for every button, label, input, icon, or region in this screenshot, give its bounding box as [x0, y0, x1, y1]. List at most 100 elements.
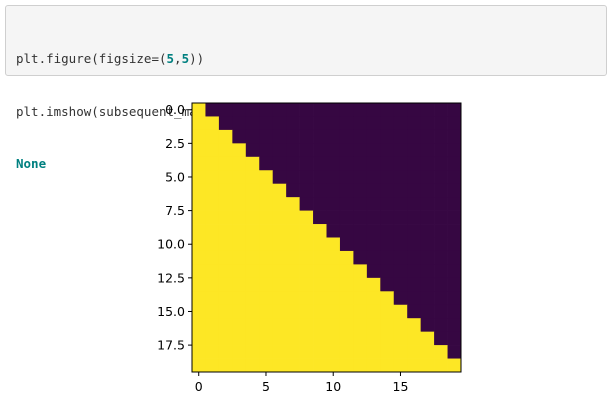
- heatmap-cell: [447, 170, 462, 185]
- heatmap-cell: [447, 264, 462, 279]
- heatmap-cell: [366, 237, 381, 252]
- heatmap-cell: [420, 224, 435, 238]
- heatmap-cell: [353, 156, 368, 171]
- heatmap-cell: [218, 156, 233, 171]
- heatmap-cell: [420, 210, 435, 225]
- heatmap-cell: [393, 264, 408, 279]
- heatmap-cell: [286, 264, 300, 279]
- heatmap-cell: [393, 250, 408, 265]
- heatmap-cell: [339, 103, 354, 117]
- heatmap-cell: [245, 129, 260, 144]
- heatmap-cell: [313, 183, 327, 198]
- heatmap-cell: [259, 156, 274, 171]
- heatmap-cell: [218, 237, 233, 252]
- heatmap-cell: [353, 143, 368, 158]
- heatmap-cell: [272, 345, 287, 359]
- heatmap-cell: [299, 264, 314, 279]
- x-tick-label: 0: [195, 379, 203, 394]
- heatmap-cell: [232, 170, 247, 185]
- y-tick-label: 15.0: [157, 304, 185, 319]
- heatmap-cell: [272, 277, 287, 292]
- heatmap-cell: [447, 116, 462, 131]
- heatmap-cell: [245, 103, 260, 117]
- heatmap-cell: [353, 237, 368, 252]
- heatmap-cell: [380, 129, 395, 144]
- heatmap-cell: [326, 277, 341, 292]
- heatmap-cell: [407, 264, 421, 279]
- heatmap-cell: [299, 318, 314, 332]
- heatmap-cell: [326, 345, 341, 359]
- heatmap-cell: [366, 345, 381, 359]
- heatmap-cell: [245, 345, 260, 359]
- heatmap-cell: [339, 264, 354, 279]
- heatmap-cell: [205, 143, 220, 158]
- heatmap-cell: [259, 129, 274, 144]
- heatmap-cell: [205, 197, 220, 211]
- heatmap-cell: [380, 318, 395, 332]
- heatmap-cell: [205, 304, 220, 319]
- heatmap-cell: [272, 210, 287, 225]
- heatmap-cell: [407, 318, 421, 332]
- heatmap-cell: [393, 170, 408, 185]
- heatmap-cell: [299, 331, 314, 346]
- heatmap-cell: [366, 170, 381, 185]
- heatmap-cell: [353, 318, 368, 332]
- heatmap-cell: [353, 170, 368, 185]
- heatmap-cell: [434, 318, 448, 332]
- heatmap-cell: [259, 358, 274, 373]
- code-text: ,: [174, 51, 182, 66]
- heatmap-cell: [192, 277, 206, 292]
- heatmap-cell: [407, 250, 421, 265]
- heatmap-cell: [205, 183, 220, 198]
- heatmap-cell: [393, 143, 408, 158]
- heatmap-cell: [447, 183, 462, 198]
- heatmap-cell: [380, 210, 395, 225]
- heatmap-cell: [245, 183, 260, 198]
- heatmap-cell: [299, 277, 314, 292]
- code-cell[interactable]: plt.figure(figsize=(5,5)) plt.imshow(sub…: [5, 5, 607, 171]
- heatmap-cell: [232, 156, 247, 171]
- heatmap-cell: [286, 197, 300, 211]
- heatmap-cell: [192, 183, 206, 198]
- heatmap-cell: [205, 250, 220, 265]
- heatmap-cell: [218, 345, 233, 359]
- heatmap-cell: [218, 210, 233, 225]
- heatmap-cell: [205, 170, 220, 185]
- heatmap-cell: [353, 304, 368, 319]
- heatmap-cell: [192, 210, 206, 225]
- heatmap-cell: [218, 116, 233, 131]
- heatmap-cell: [245, 318, 260, 332]
- heatmap-cell: [245, 197, 260, 211]
- heatmap-cell: [366, 210, 381, 225]
- heatmap-cell: [339, 358, 354, 373]
- output-text: None: [16, 156, 47, 171]
- heatmap-cell: [366, 116, 381, 131]
- heatmap-cell: [420, 291, 435, 306]
- heatmap-cell: [245, 170, 260, 185]
- heatmap-cell: [420, 358, 435, 373]
- heatmap-cell: [434, 210, 448, 225]
- heatmap-cell: [326, 291, 341, 306]
- heatmap-cell: [218, 197, 233, 211]
- heatmap-cell: [218, 291, 233, 306]
- heatmap-cell: [218, 103, 233, 117]
- heatmap-cell: [407, 358, 421, 373]
- heatmap-cell: [286, 291, 300, 306]
- heatmap-cell: [232, 331, 247, 346]
- heatmap-cell: [205, 277, 220, 292]
- heatmap-cell: [434, 143, 448, 158]
- x-tick-label: 10: [325, 379, 341, 394]
- y-tick-label: 5.0: [165, 169, 185, 184]
- heatmap-cell: [232, 250, 247, 265]
- heatmap-cell: [434, 156, 448, 171]
- heatmap-cell: [353, 358, 368, 373]
- heatmap-cell: [259, 277, 274, 292]
- heatmap-cell: [299, 103, 314, 117]
- heatmap-cell: [380, 277, 395, 292]
- heatmap-cell: [434, 331, 448, 346]
- heatmap-cell: [272, 237, 287, 252]
- code-text: plt.figure(figsize=(: [16, 51, 167, 66]
- heatmap-cell: [192, 197, 206, 211]
- heatmap-cell: [218, 331, 233, 346]
- heatmap-cell: [434, 264, 448, 279]
